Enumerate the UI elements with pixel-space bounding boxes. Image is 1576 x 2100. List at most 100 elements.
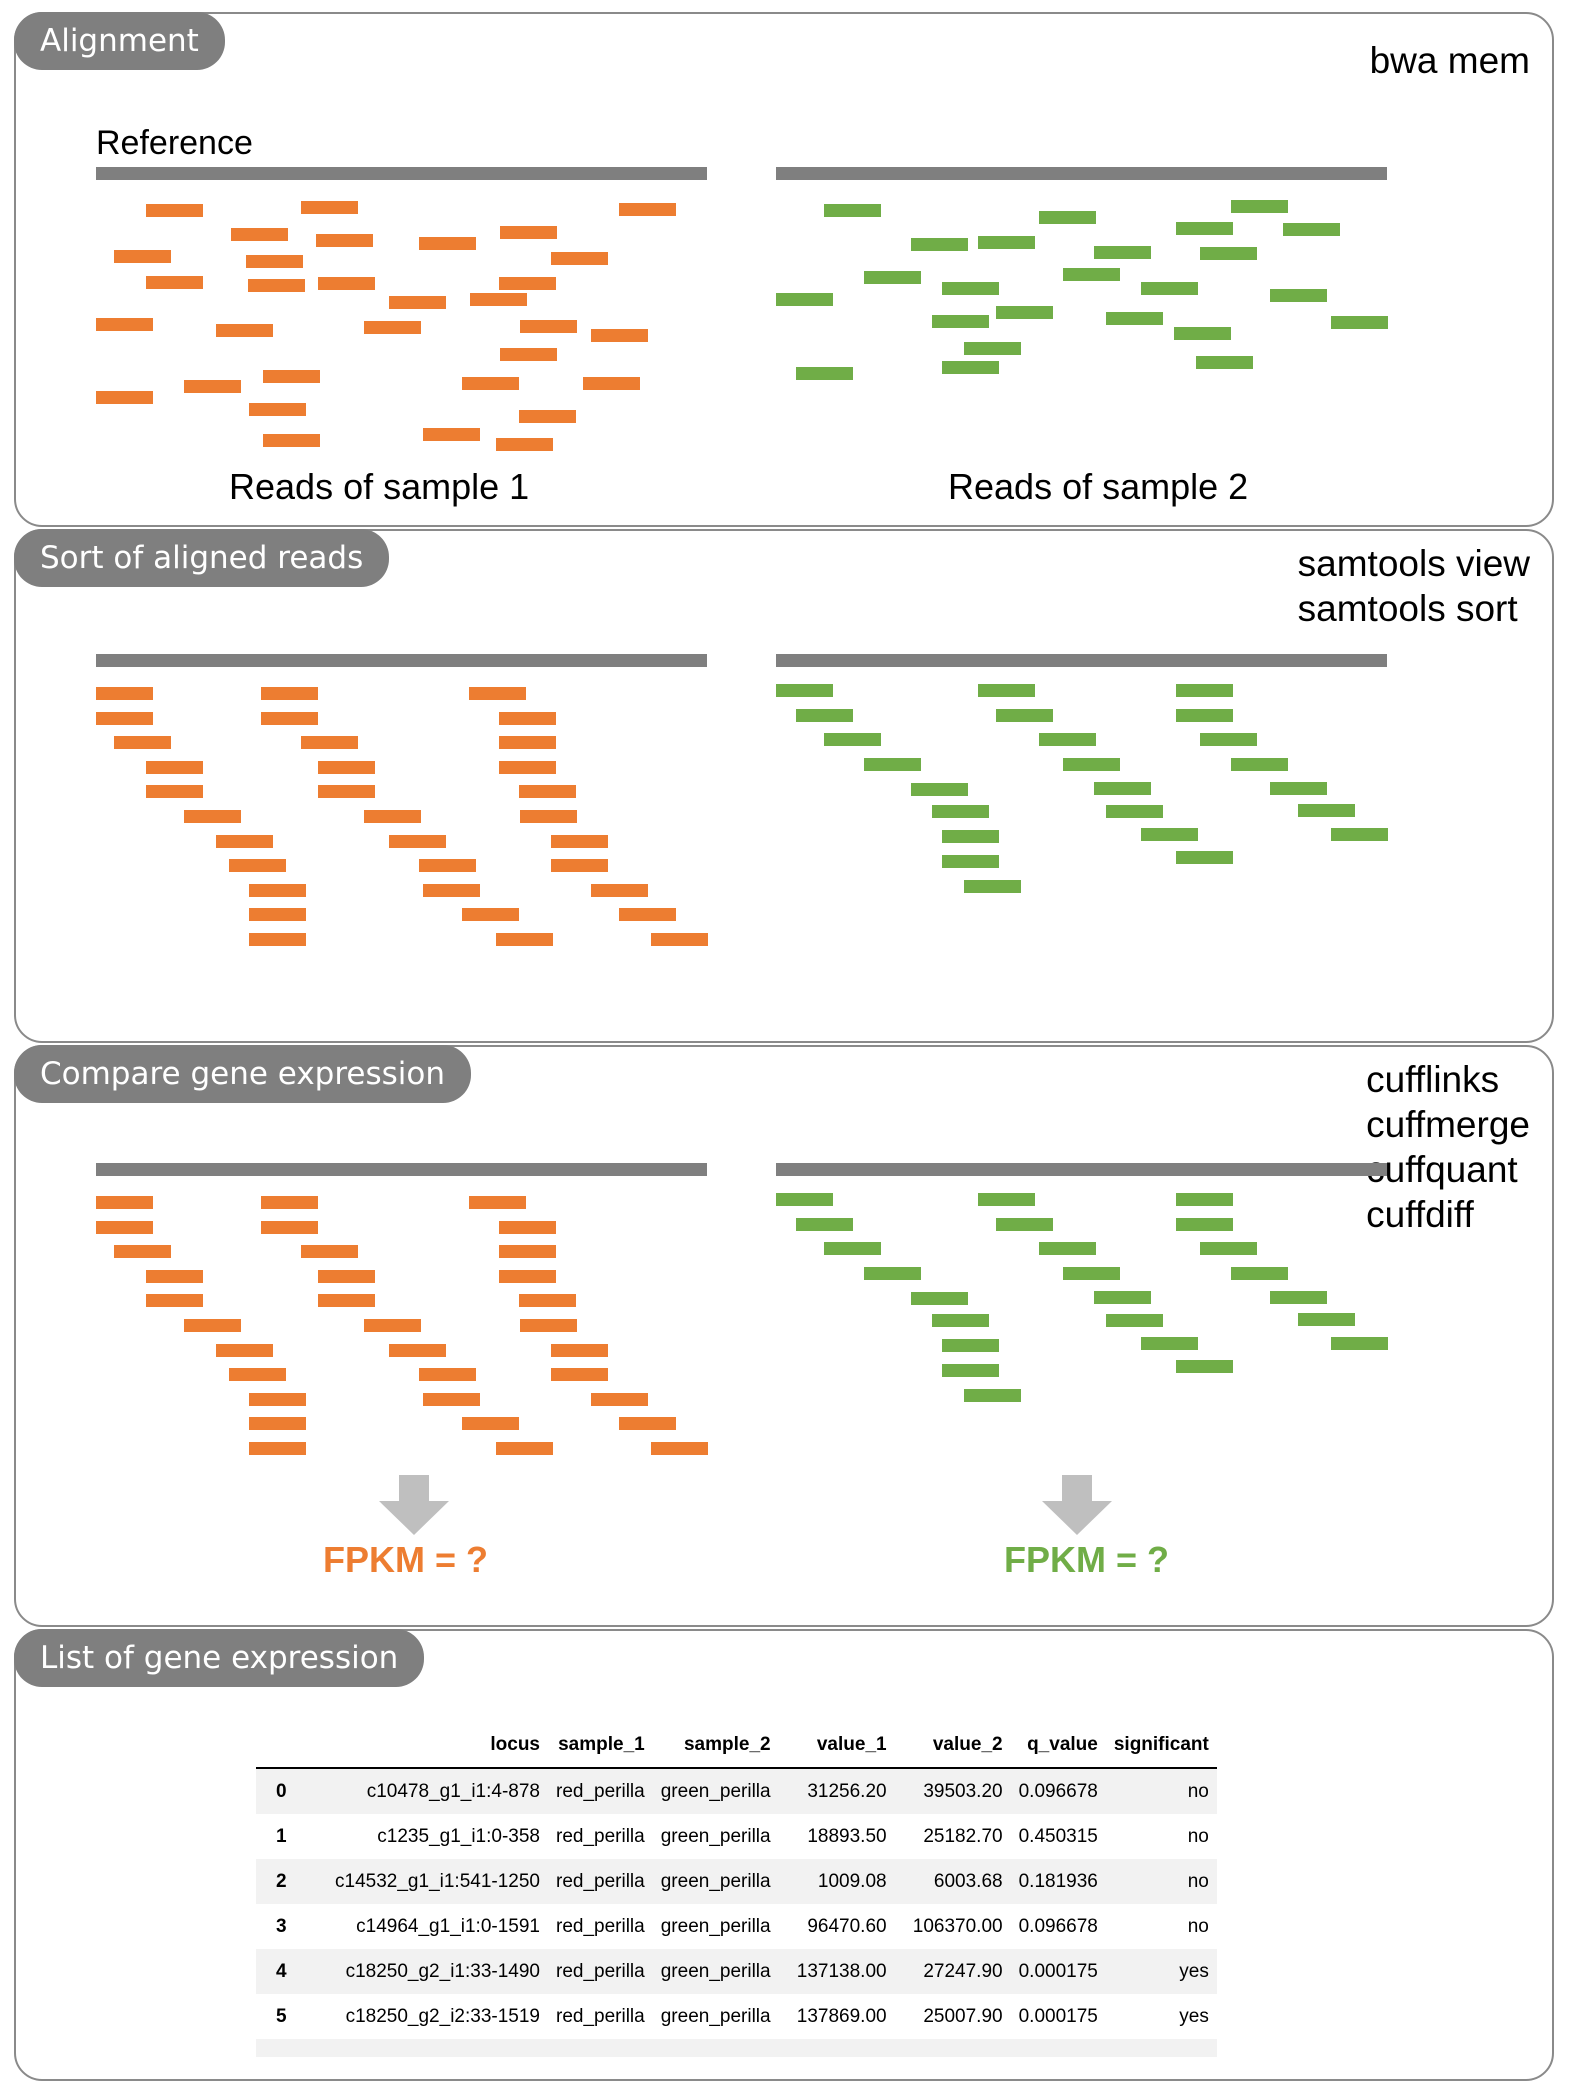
read-bar-sample-1 [184, 1319, 241, 1332]
gene-expression-list-tag: List of gene expression [14, 1629, 425, 1687]
table-cell: red_perilla [556, 1915, 645, 1937]
read-bar-sample-2 [824, 204, 881, 217]
read-bar-sample-1 [249, 933, 306, 946]
read-bar-sample-2 [942, 1339, 999, 1352]
table-row: 0 c10478_g1_i1:4-878 red_perilla green_peri… [256, 1768, 1217, 1814]
column-header: locus [312, 1723, 548, 1769]
read-bar-sample-2 [796, 1218, 853, 1231]
table-cell: no [1105, 1768, 1217, 1814]
reference-line-sample-2 [776, 1163, 1387, 1176]
column-header: sample_2 [652, 1723, 779, 1769]
table-cell: 0.096678 [1010, 1768, 1106, 1814]
column-header [256, 1723, 312, 1769]
read-bar-sample-1 [184, 380, 241, 393]
read-bar-sample-1 [499, 1245, 556, 1258]
read-bar-sample-2 [796, 709, 853, 722]
read-bar-sample-2 [1176, 684, 1233, 697]
row-index: 2 [256, 1859, 312, 1904]
read-bar-sample-2 [1270, 782, 1327, 795]
read-bar-sample-1 [499, 761, 556, 774]
read-bar-sample-1 [96, 391, 153, 404]
read-bar-sample-1 [499, 712, 556, 725]
read-bar-sample-1 [249, 908, 306, 921]
read-bar-sample-1 [184, 810, 241, 823]
read-bar-sample-1 [96, 687, 153, 700]
read-bar-sample-1 [469, 687, 526, 700]
read-bar-sample-2 [776, 684, 833, 697]
table-cell: 0.096678 [1018, 1915, 1098, 1937]
read-bar-sample-2 [796, 367, 853, 380]
read-bar-sample-1 [389, 835, 446, 848]
read-bar-sample-1 [619, 203, 676, 216]
read-bar-sample-2 [1106, 312, 1163, 325]
read-bar-sample-2 [1231, 1267, 1288, 1280]
read-bar-sample-1 [146, 1294, 203, 1307]
read-bar-sample-1 [146, 785, 203, 798]
read-bar-sample-2 [911, 238, 968, 251]
read-bar-sample-1 [499, 1270, 556, 1283]
read-bar-sample-2 [932, 1314, 989, 1327]
reference-line-sample-1 [96, 1163, 707, 1176]
table-cell: green_perilla [660, 1825, 771, 1847]
read-bar-sample-2 [1039, 733, 1096, 746]
read-bar-sample-2 [911, 1292, 968, 1305]
read-bar-sample-1 [619, 908, 676, 921]
table-cell: red_perilla [548, 1768, 653, 1814]
table-cell: 25007.90 [923, 2005, 1003, 2027]
read-bar-sample-1 [423, 884, 480, 897]
table-cell: 25182.70 [923, 1825, 1003, 1847]
read-bar-sample-1 [519, 410, 576, 423]
read-bar-sample-1 [496, 933, 553, 946]
read-bar-sample-1 [419, 859, 476, 872]
read-bar-sample-2 [1331, 1337, 1388, 1350]
read-bar-sample-2 [1200, 247, 1257, 260]
read-bar-sample-2 [1039, 211, 1096, 224]
read-bar-sample-1 [462, 908, 519, 921]
read-bar-sample-1 [462, 1417, 519, 1430]
alignment-panel: Alignment bwa mem Reference Reads of sam… [14, 12, 1554, 527]
read-bar-sample-1 [248, 279, 305, 292]
read-bar-sample-2 [942, 282, 999, 295]
read-bar-sample-1 [470, 293, 527, 306]
read-bar-sample-1 [249, 403, 306, 416]
read-bar-sample-2 [932, 805, 989, 818]
sort-panel: Sort of aligned reads samtools view samt… [14, 529, 1554, 1043]
read-bar-sample-1 [316, 234, 373, 247]
table-row: 3 c14964_g1_i1:0-1591 red_perilla green_per… [256, 1904, 1217, 1949]
read-bar-sample-1 [114, 250, 171, 263]
read-bar-sample-2 [1176, 709, 1233, 722]
row-index: 4 [256, 1949, 312, 1994]
read-bar-sample-2 [978, 1193, 1035, 1206]
read-bar-sample-1 [519, 785, 576, 798]
read-bar-sample-1 [520, 320, 577, 333]
read-bar-sample-1 [146, 1270, 203, 1283]
read-bar-sample-1 [389, 1344, 446, 1357]
read-bar-sample-2 [1270, 289, 1327, 302]
read-bar-sample-2 [1094, 1291, 1151, 1304]
read-bar-sample-2 [996, 306, 1053, 319]
down-arrow-icon [379, 1475, 449, 1535]
read-bar-sample-1 [583, 377, 640, 390]
compare-tag: Compare gene expression [14, 1045, 472, 1103]
read-bar-sample-1 [261, 712, 318, 725]
read-bar-sample-1 [261, 1196, 318, 1209]
read-bar-sample-1 [496, 438, 553, 451]
read-bar-sample-1 [229, 859, 286, 872]
read-bar-sample-2 [1200, 733, 1257, 746]
table-cell: green_perilla [652, 1768, 779, 1814]
table-cell: red_perilla [548, 1949, 653, 1994]
read-bar-sample-1 [462, 377, 519, 390]
read-bar-sample-2 [942, 855, 999, 868]
read-bar-sample-1 [619, 1417, 676, 1430]
read-bar-sample-2 [1283, 223, 1340, 236]
table-cell: 27247.90 [894, 1949, 1011, 1994]
read-bar-sample-2 [1298, 1313, 1355, 1326]
table-cell: 0.450315 [1018, 1825, 1098, 1847]
read-bar-sample-2 [1174, 327, 1231, 340]
table-cell: 1009.08 [778, 1859, 895, 1904]
read-bar-sample-1 [651, 1442, 708, 1455]
table-cell: c14964_g1_i1:0-1591 [356, 1915, 540, 1937]
read-bar-sample-2 [942, 1364, 999, 1377]
read-bar-sample-2 [1141, 282, 1198, 295]
sample-2-label: Reads of sample 2 [948, 466, 1249, 507]
